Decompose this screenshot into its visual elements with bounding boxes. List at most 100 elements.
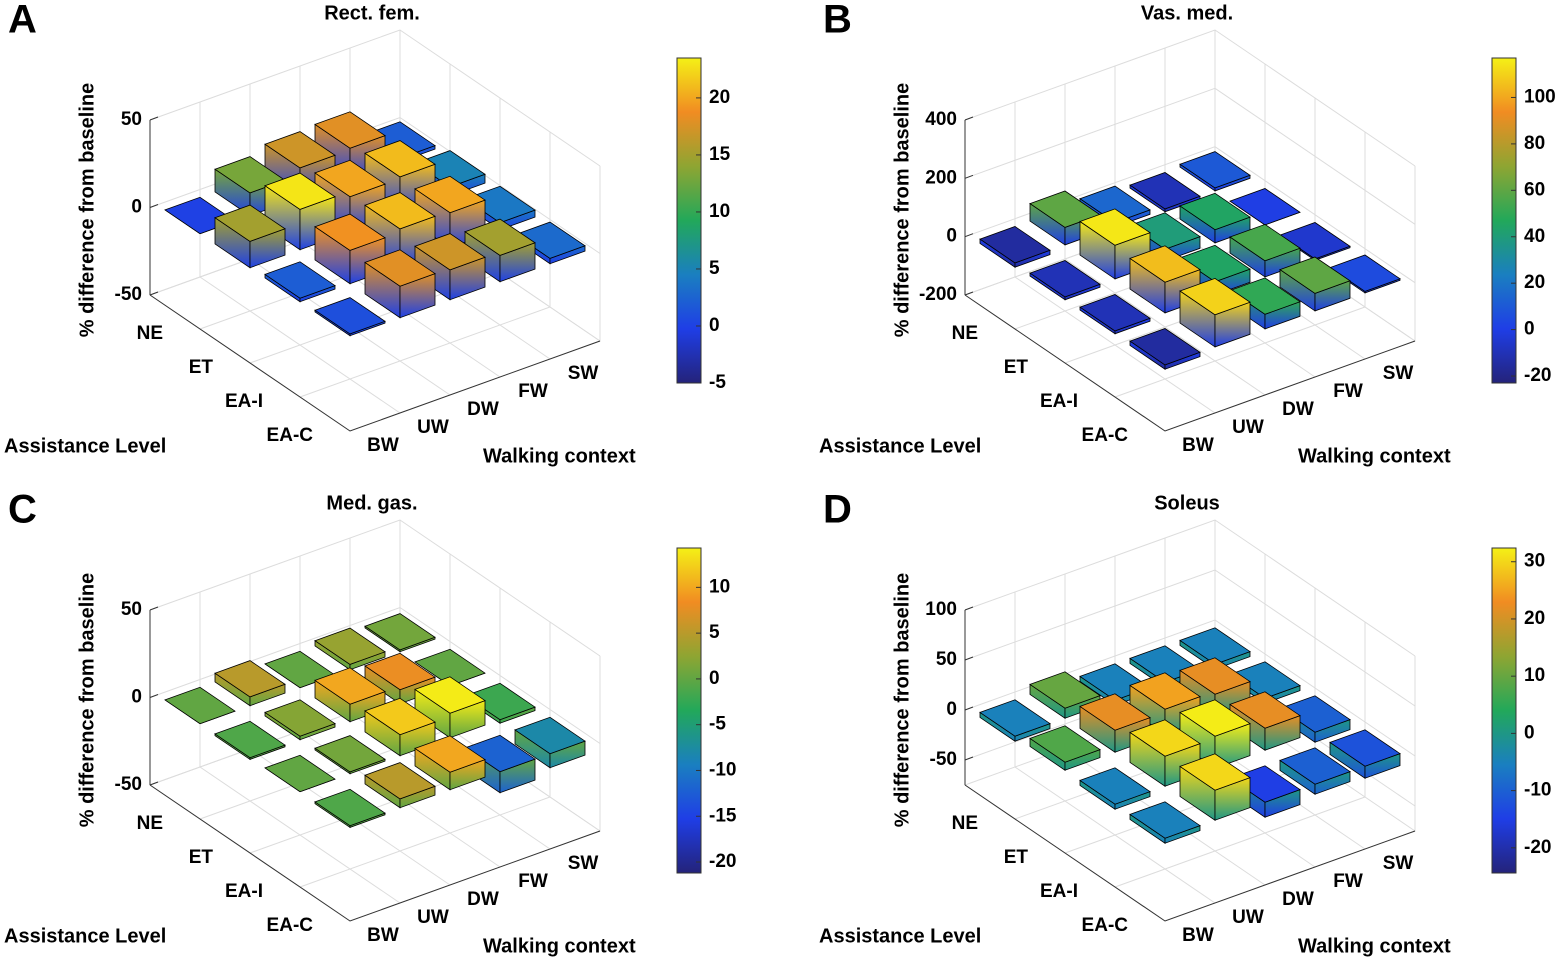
z-tick-label: -50 — [115, 284, 142, 305]
bar-top — [364, 613, 436, 651]
bar-top — [1179, 627, 1251, 665]
y-tick-label: FW — [518, 871, 548, 892]
x-axis-label: Assistance Level — [819, 925, 981, 947]
bar-top — [1179, 244, 1251, 283]
x-tick-label: NE — [137, 323, 163, 344]
z-tick — [964, 116, 974, 121]
z-tick-label: 0 — [946, 226, 957, 247]
bar-top — [1079, 294, 1151, 332]
z-tick-label: -200 — [919, 284, 957, 305]
y-tick-label: SW — [1383, 853, 1414, 874]
bar-top — [314, 735, 386, 773]
bar-top — [364, 192, 436, 230]
bar-top — [1079, 767, 1151, 805]
bar-top — [414, 150, 486, 188]
bar-top — [364, 652, 436, 691]
z-tick-label: 50 — [936, 649, 957, 670]
z-tick — [964, 706, 974, 711]
bar-top — [314, 667, 386, 705]
bar-top — [314, 788, 386, 827]
z-tick — [149, 606, 159, 611]
y-tick-label: DW — [1282, 889, 1314, 910]
colorbar-tick-label: 5 — [709, 622, 720, 643]
bar-top — [1079, 208, 1151, 246]
bar-top — [464, 185, 536, 224]
y-tick-label: SW — [568, 363, 599, 384]
colorbar-tick-label: 0 — [1524, 722, 1535, 743]
bar-top — [1229, 765, 1301, 803]
panel: A Rect. fem. % difference from baseline Ass… — [4, 0, 731, 467]
axis-edge — [149, 294, 601, 432]
grid-line — [1014, 592, 1216, 904]
bar-top — [364, 762, 436, 800]
x-tick-label: EA-C — [267, 425, 314, 446]
z-axis-label: % difference from baseline — [76, 573, 98, 828]
z-tick — [149, 204, 159, 208]
grid-line — [964, 29, 1416, 167]
x-tick-label: EA-C — [1082, 425, 1129, 446]
bar-top — [1329, 254, 1401, 292]
bar-top — [364, 140, 436, 178]
x-tick-label: NE — [952, 813, 978, 834]
bar-top — [1179, 657, 1251, 695]
colorbar-tick-label: 20 — [709, 87, 730, 108]
z-tick-label: 100 — [925, 599, 957, 620]
bar-top — [364, 249, 436, 287]
z-tick-label: 0 — [131, 197, 142, 218]
bar-top — [1129, 328, 1201, 366]
bar-top — [214, 720, 286, 759]
z-axis-label: % difference from baseline — [891, 83, 913, 338]
bar-top — [1229, 691, 1301, 729]
bar-top — [1129, 172, 1201, 210]
chart-title: Vas. med. — [1141, 2, 1233, 24]
colorbar-tick-label: 20 — [1524, 608, 1545, 629]
bar-top — [314, 627, 386, 665]
panel-letter: A — [8, 0, 37, 42]
colorbar-tick-label: 10 — [1524, 665, 1545, 686]
bar-top — [314, 159, 386, 198]
bar-top — [264, 172, 336, 210]
colorbar-tick-label: 10 — [709, 576, 730, 597]
x-tick-label: ET — [1004, 357, 1029, 378]
bar-top — [1129, 672, 1201, 710]
bar-top — [464, 682, 536, 721]
y-tick-label: BW — [1182, 435, 1214, 456]
colorbar-tick-label: -15 — [709, 805, 737, 826]
bar-top — [164, 686, 236, 725]
z-tick — [964, 606, 974, 611]
z-tick — [964, 756, 974, 761]
bar-top — [1329, 729, 1401, 767]
colorbar-tick-label: 15 — [709, 144, 731, 165]
colorbar-tick-label: 0 — [1524, 319, 1535, 340]
y-tick-label: SW — [568, 853, 599, 874]
bar-top — [1229, 223, 1301, 262]
x-axis-label: Assistance Level — [4, 925, 166, 947]
z-tick — [964, 174, 974, 179]
bar-top — [414, 676, 486, 714]
panel-letter: B — [823, 0, 852, 42]
bar-top — [1179, 699, 1251, 737]
y-tick-label: UW — [417, 417, 449, 438]
colorbar-tick-label: 0 — [709, 315, 720, 336]
bar-top — [1229, 188, 1301, 226]
bar-top — [1179, 192, 1251, 231]
bar-top — [514, 221, 586, 259]
z-tick-label: 50 — [121, 109, 142, 130]
colorbar — [676, 57, 702, 384]
y-tick-label: BW — [1182, 925, 1214, 946]
bar-top — [1029, 671, 1101, 709]
bar-top — [364, 697, 436, 736]
colorbar-tick-label: 20 — [1524, 272, 1545, 293]
grid-line — [149, 519, 601, 657]
grid-line — [964, 519, 1416, 657]
y-axis-label: Walking context — [1298, 445, 1451, 467]
x-tick-label: EA-I — [1040, 881, 1078, 902]
z-tick-label: 50 — [121, 599, 142, 620]
panel: B Vas. med. % difference from baseline Assi… — [819, 0, 1556, 467]
bar-top — [264, 131, 336, 169]
y-axis-label: Walking context — [483, 445, 636, 467]
x-axis-label: Assistance Level — [819, 435, 981, 457]
y-tick-label: BW — [367, 435, 399, 456]
colorbar-tick-label: 30 — [1524, 551, 1545, 572]
y-axis-label: Walking context — [483, 935, 636, 957]
